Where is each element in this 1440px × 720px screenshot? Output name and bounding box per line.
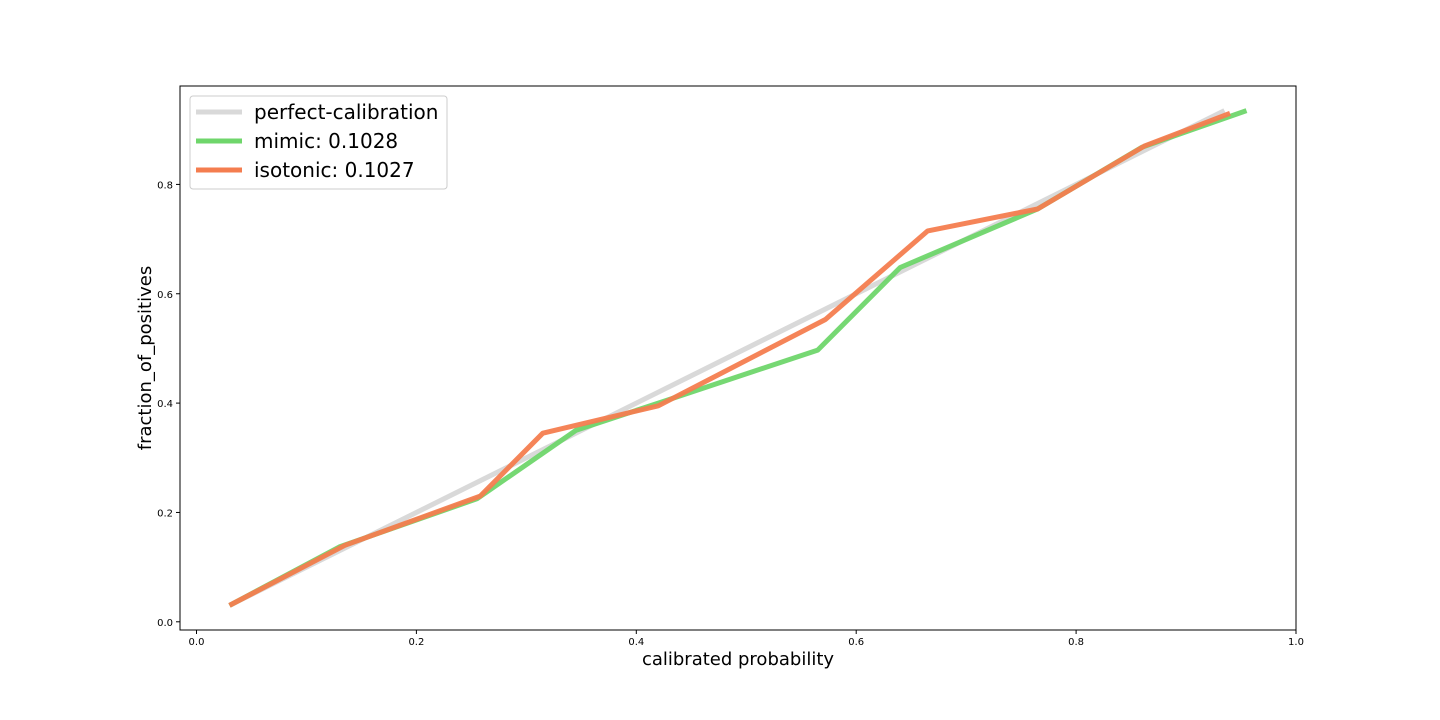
legend-label-1: mimic: 0.1028	[254, 129, 398, 153]
y-axis-label: fraction_of_positives	[135, 266, 156, 450]
x-tick-label: 0.0	[189, 637, 205, 648]
y-tick-label: 0.6	[157, 290, 173, 301]
x-tick-label: 0.6	[848, 637, 864, 648]
series-lines	[228, 108, 1248, 608]
series-line-0	[228, 108, 1226, 608]
x-tick-label: 0.8	[1068, 637, 1084, 648]
y-tick-label: 0.2	[157, 508, 173, 519]
x-tick-label: 0.4	[628, 637, 644, 648]
y-tick-label: 0.0	[157, 618, 173, 629]
x-axis-ticks: 0.0 0.2 0.4 0.6 0.8 1.0	[189, 630, 1304, 648]
x-tick-label: 0.2	[408, 637, 424, 648]
legend: perfect-calibration mimic: 0.1028 isotonic…	[189, 95, 448, 190]
legend-label-2: isotonic: 0.1027	[254, 158, 415, 182]
x-tick-label: 1.0	[1288, 637, 1304, 648]
legend-box	[189, 95, 448, 190]
y-tick-label: 0.4	[157, 399, 173, 410]
y-axis-ticks: 0.0 0.2 0.4 0.6 0.8	[157, 180, 180, 629]
y-tick-label: 0.8	[157, 180, 173, 191]
series-line-2	[228, 110, 1231, 608]
x-axis-label: calibrated probability	[642, 649, 834, 670]
legend-label-0: perfect-calibration	[254, 100, 438, 124]
